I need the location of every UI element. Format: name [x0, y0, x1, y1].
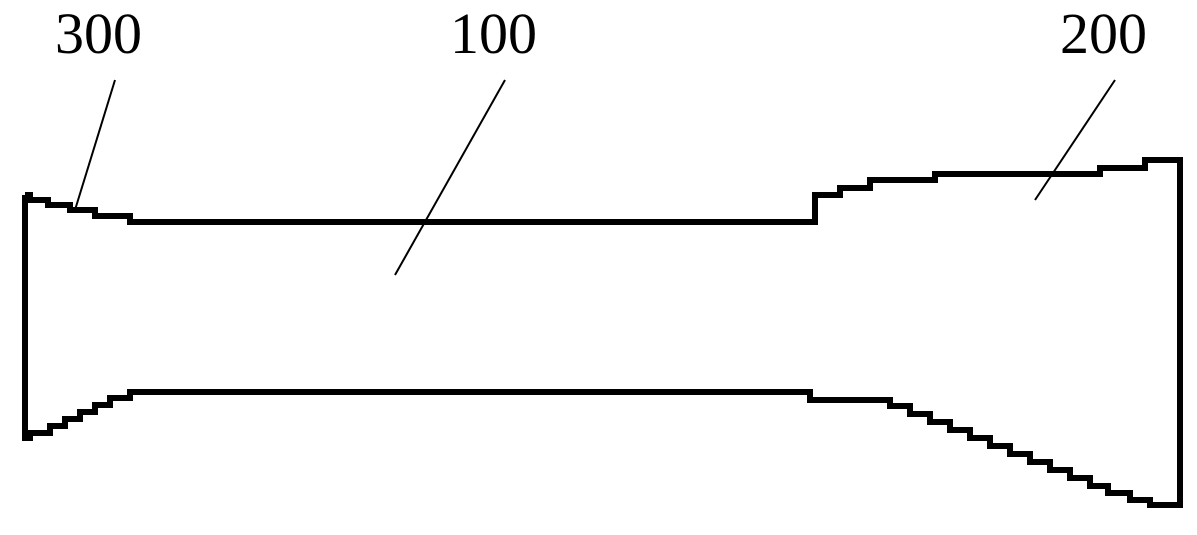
label-100: 100: [450, 0, 537, 67]
diagram-svg: [0, 0, 1197, 535]
part-outline: [25, 160, 1180, 505]
label-300: 300: [55, 0, 142, 67]
leader-line-200: [1035, 80, 1115, 200]
leader-line-100: [395, 80, 505, 275]
leader-line-300: [75, 80, 115, 210]
diagram-canvas: 300 100 200: [0, 0, 1197, 535]
label-200: 200: [1060, 0, 1147, 67]
